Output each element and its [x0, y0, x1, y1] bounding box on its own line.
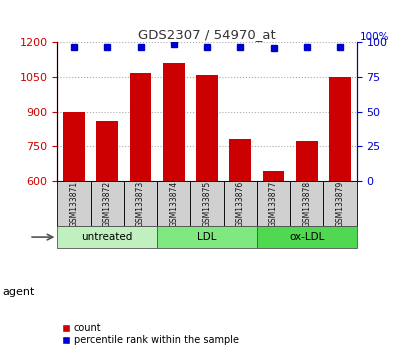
Bar: [256, 181, 290, 227]
Bar: [57, 227, 157, 248]
Bar: [229, 139, 250, 181]
Bar: [57, 181, 90, 227]
Text: GSM133874: GSM133874: [169, 181, 178, 227]
Text: ox-LDL: ox-LDL: [288, 232, 324, 242]
Bar: [63, 112, 85, 181]
Bar: [157, 227, 256, 248]
Bar: [96, 120, 118, 181]
Bar: [163, 63, 184, 181]
Text: GSM133877: GSM133877: [268, 181, 277, 227]
Title: GDS2307 / 54970_at: GDS2307 / 54970_at: [138, 28, 275, 41]
Text: GSM133876: GSM133876: [235, 181, 244, 227]
Text: GSM133875: GSM133875: [202, 181, 211, 227]
Text: LDL: LDL: [197, 232, 216, 242]
Bar: [196, 75, 217, 181]
Text: GSM133878: GSM133878: [301, 181, 310, 227]
Text: GSM133879: GSM133879: [335, 181, 344, 227]
Text: GSM133871: GSM133871: [70, 181, 79, 227]
Bar: [295, 141, 317, 181]
Bar: [190, 181, 223, 227]
Bar: [90, 181, 124, 227]
Bar: [157, 181, 190, 227]
Text: 100%: 100%: [359, 33, 388, 42]
Bar: [129, 73, 151, 181]
Text: agent: agent: [2, 287, 34, 297]
Bar: [256, 227, 356, 248]
Text: GSM133872: GSM133872: [103, 181, 112, 227]
Bar: [328, 77, 350, 181]
Bar: [223, 181, 256, 227]
Bar: [124, 181, 157, 227]
Text: untreated: untreated: [81, 232, 133, 242]
Bar: [290, 181, 323, 227]
Bar: [323, 181, 356, 227]
Legend: count, percentile rank within the sample: count, percentile rank within the sample: [58, 319, 242, 349]
Text: GSM133873: GSM133873: [136, 181, 145, 227]
Bar: [262, 171, 284, 181]
